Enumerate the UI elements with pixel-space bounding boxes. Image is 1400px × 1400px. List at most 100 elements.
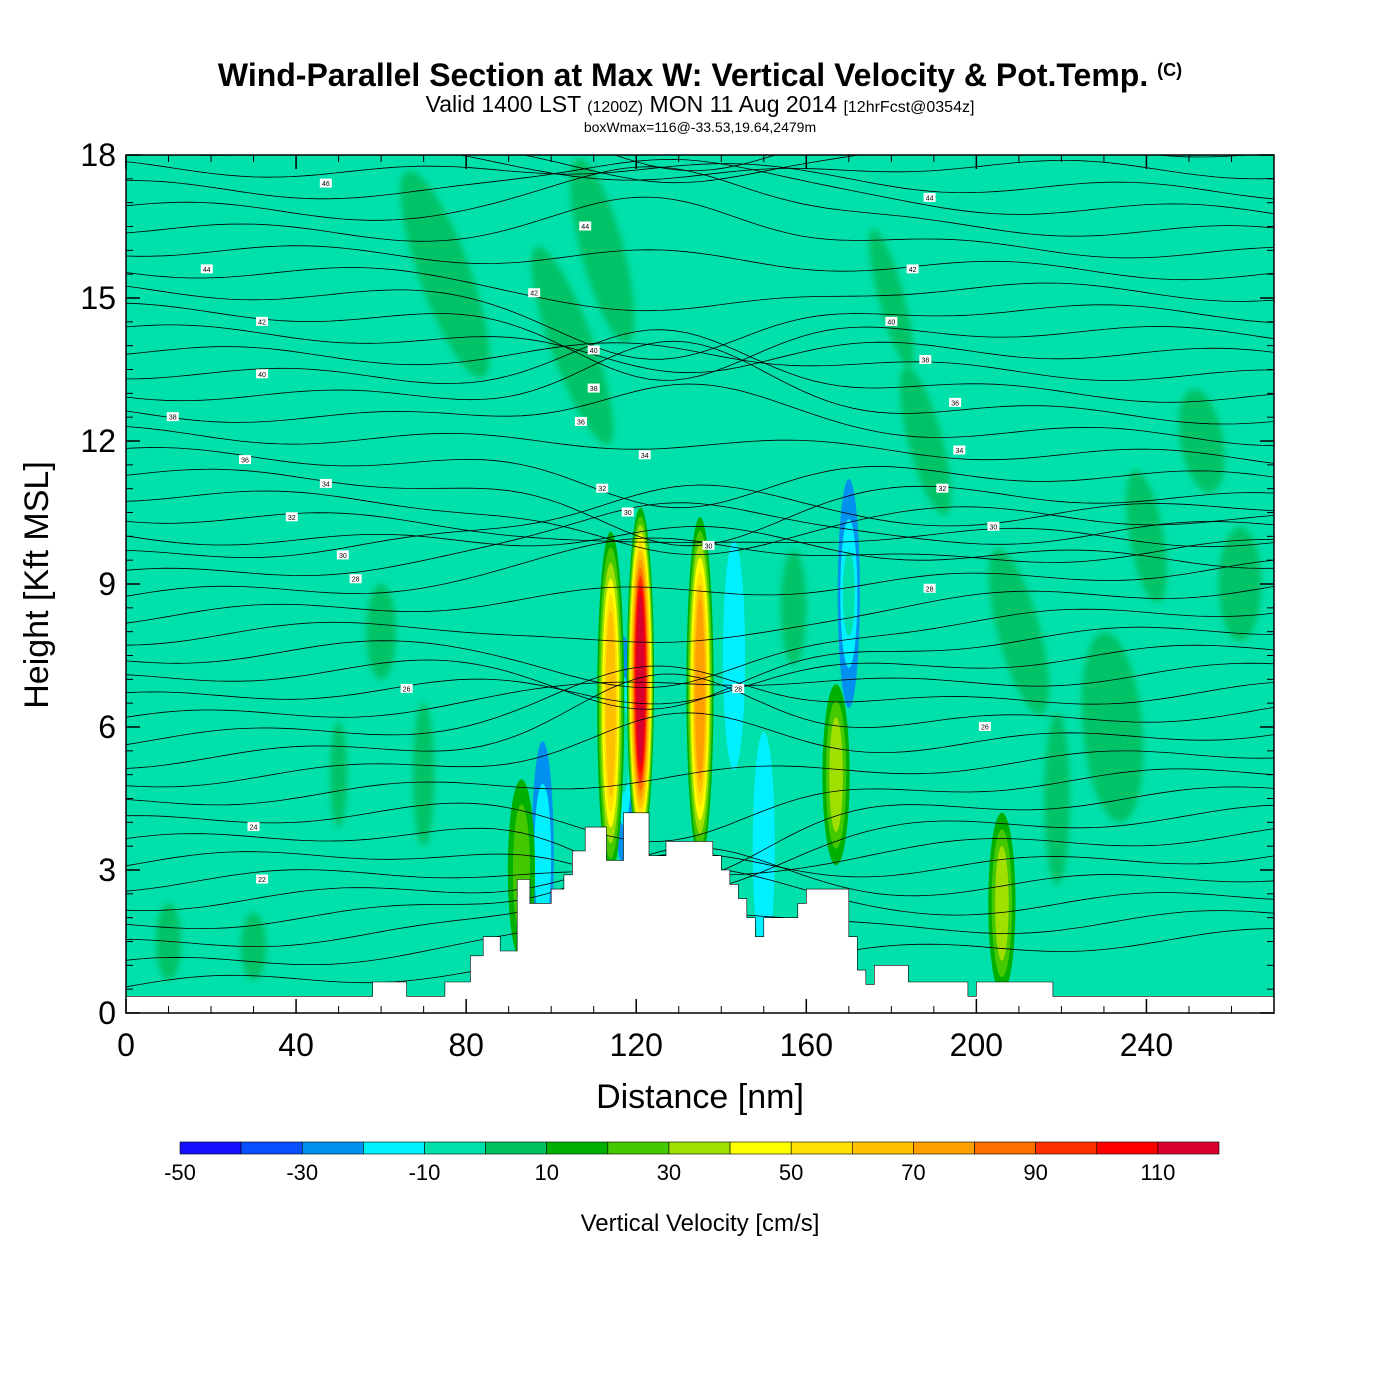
isentrope-line (126, 329, 1274, 403)
isentrope-label: 42 (530, 291, 538, 298)
colorbar-swatch (1096, 1141, 1159, 1155)
weak-updraft-streak (1218, 526, 1262, 642)
isentrope-label-bg (285, 512, 298, 522)
y-tick-label: 18 (80, 137, 116, 173)
isentrope-label-bg (919, 354, 932, 364)
isentrope-label-bg (936, 483, 949, 493)
isentrope-label: 32 (598, 486, 606, 493)
x-tick-label: 40 (278, 1027, 314, 1063)
colorbar-swatch (668, 1141, 731, 1155)
colorbar-swatch (913, 1141, 975, 1155)
isentrope-label: 44 (203, 267, 211, 274)
isentrope-label-bg (579, 221, 592, 231)
isentrope-line (126, 559, 1274, 624)
updraft-contour (995, 846, 1009, 961)
isentrope-label-bg (978, 722, 991, 731)
colorbar-swatch (485, 1141, 548, 1155)
weak-updraft-streak (570, 158, 635, 343)
isentrope-line (126, 608, 1274, 689)
downdraft-contour (722, 541, 746, 770)
isentrope-label-bg (621, 507, 634, 517)
isentrope-line (126, 161, 1274, 200)
isentrope-label-bg (923, 192, 936, 202)
weak-updraft-streak (899, 367, 952, 515)
isentrope-line (126, 285, 1274, 360)
weak-updraft-streak (1178, 389, 1225, 493)
isentrope-line (126, 662, 1274, 718)
chart-title-block: Wind-Parallel Section at Max W: Vertical… (0, 52, 1400, 135)
colorbar-swatch (851, 1141, 914, 1155)
updraft-contour (636, 593, 645, 766)
colorbar-swatch (790, 1141, 853, 1155)
isentrope-line (126, 267, 1274, 312)
isentrope-label-bg (239, 455, 252, 465)
isentrope-line (126, 166, 1274, 237)
isentrope-label-bg (987, 521, 1000, 531)
isentrope-label-bg (336, 550, 349, 560)
updraft-cores (507, 507, 1016, 994)
isentrope-label: 28 (734, 686, 742, 693)
isentrope-label-bg (200, 264, 213, 274)
downdraft-contour (534, 783, 552, 928)
isentrope-label: 34 (322, 481, 330, 488)
weak-updraft-streak (988, 548, 1050, 715)
isentrope-line (126, 490, 1274, 556)
colorbar-tick-label: 50 (779, 1160, 803, 1185)
isentrope-line (522, 155, 1250, 184)
colorbar-tick-label: -30 (286, 1160, 318, 1185)
isentrope-label: 34 (955, 448, 963, 455)
isentrope-label-bg (596, 483, 609, 493)
weak-updraft-streak (869, 228, 914, 368)
weak-updraft-streak (1044, 712, 1070, 885)
weak-updraft-streaks (155, 158, 1262, 980)
isentrope-line (186, 155, 1274, 181)
isentropes (126, 155, 1274, 988)
y-tick-label: 0 (98, 995, 116, 1031)
colorbar-title: Vertical Velocity [cm/s] (581, 1210, 820, 1237)
y-tick-label: 12 (80, 423, 116, 459)
isentrope-label-bg (574, 416, 587, 426)
isentrope-label: 24 (250, 825, 258, 832)
y-tick-label: 15 (80, 280, 116, 316)
isentrope-line (126, 525, 1274, 569)
colorbar-swatch (179, 1141, 242, 1155)
isentrope-line (126, 383, 1274, 447)
colorbar: -50 -30 -10 10 30 50 70 90 110 (164, 1141, 1220, 1185)
isentrope-label-bg (702, 540, 715, 550)
isentrope-label-bg (923, 583, 936, 593)
isentrope-label: 36 (241, 458, 249, 465)
colorbar-tick-label: 70 (901, 1160, 925, 1185)
updraft-contour (829, 717, 843, 833)
weak-updraft-streak (400, 170, 490, 378)
weak-updraft-streak (1126, 470, 1167, 603)
isentrope-line (126, 447, 1274, 509)
colorbar-tick-label: -50 (164, 1160, 196, 1185)
isentrope-label: 30 (989, 524, 997, 531)
x-axis-title: Distance [nm] (596, 1078, 804, 1116)
isentrope-label: 40 (887, 319, 895, 326)
isentrope-label-bg (256, 316, 269, 326)
isentrope-line (126, 158, 1274, 215)
colorbar-swatch (240, 1141, 303, 1155)
colorbar-tick-label: 110 (1140, 1160, 1175, 1185)
colorbar-swatch (1035, 1141, 1098, 1155)
colorbar-swatch (363, 1141, 425, 1155)
colorbar-swatch (1157, 1141, 1220, 1155)
y-tick-label: 9 (98, 566, 116, 602)
isentrope-line (126, 426, 1274, 464)
isentrope-label: 28 (352, 577, 360, 584)
isentrope-line (126, 484, 1274, 559)
colorbar-tick-label: 90 (1023, 1160, 1047, 1185)
isentrope-line (126, 750, 1274, 806)
isentrope-label-bg (319, 478, 332, 488)
isentrope-line (126, 626, 1274, 710)
isentrope-label-bg (885, 316, 898, 326)
isentrope-line (126, 340, 1274, 425)
chart-subtitle: Valid 1400 LST (1200Z) MON 11 Aug 2014 [… (425, 91, 975, 117)
isentrope-label: 44 (581, 224, 589, 231)
isentrope-label-bg (400, 683, 413, 693)
isentrope-line (126, 586, 1274, 646)
isentrope-line (126, 468, 1274, 547)
